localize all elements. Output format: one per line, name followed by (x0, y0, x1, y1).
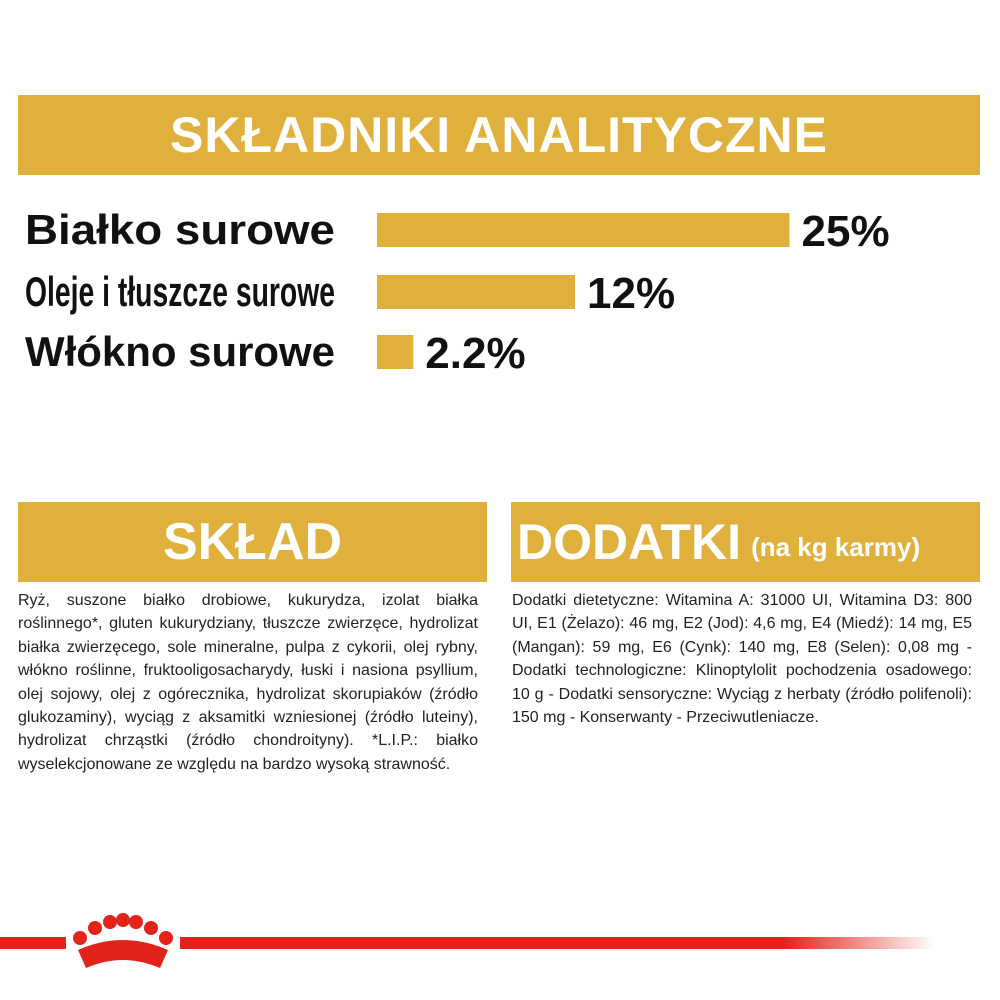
value-label: 12% (587, 269, 675, 318)
category-label: Włókno surowe (25, 328, 335, 375)
chart: Białko surowe 25% Oleje i tłuszcze surowe 1… (25, 206, 890, 378)
composition-text: Ryż, suszone białko drobiowe, kukurydza,… (18, 592, 478, 773)
header-title: SKŁADNIKI ANALITYCZNE (18, 95, 980, 175)
value-label: 2.2% (425, 329, 525, 378)
category-label: Oleje i tłuszcze surowe (25, 268, 335, 315)
additives-header: DODATKI (na kg karmy) (511, 502, 980, 582)
bar (377, 335, 414, 369)
additives-title: DODATKI (517, 514, 742, 570)
value-label: 25% (802, 207, 890, 256)
bar (377, 275, 575, 309)
additives-text: Dodatki dietetyczne: Witamina A: 31000 U… (512, 592, 972, 727)
additives-subtitle: (na kg karmy) (751, 531, 921, 562)
bar (377, 213, 790, 247)
red-line (180, 937, 935, 949)
crown (73, 913, 173, 968)
red-line (0, 937, 66, 949)
composition-title: SKŁAD (18, 502, 487, 582)
category-label: Białko surowe (25, 206, 335, 253)
